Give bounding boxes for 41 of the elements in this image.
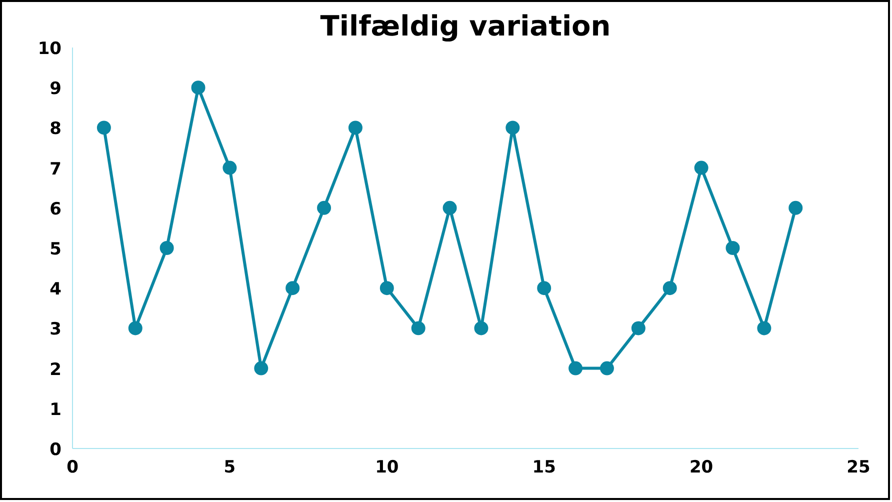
point <box>222 160 237 175</box>
y-tick-label: 4 <box>50 280 62 300</box>
x-tick-label: 15 <box>532 458 556 478</box>
y-tick-label: 9 <box>50 79 62 100</box>
point <box>286 281 300 296</box>
point <box>662 281 677 296</box>
point <box>537 281 552 296</box>
point <box>568 361 583 376</box>
x-tick-label: 25 <box>846 458 870 478</box>
point <box>788 200 803 215</box>
y-tick-label: 8 <box>50 119 62 140</box>
y-tick-label: 10 <box>38 39 62 59</box>
x-tick-label: 10 <box>375 458 399 478</box>
point <box>317 200 332 215</box>
x-tick-label: 20 <box>689 458 714 478</box>
y-tick-label: 0 <box>50 440 62 460</box>
point <box>474 321 488 336</box>
point <box>380 281 394 296</box>
x-tick-label: 5 <box>224 458 236 478</box>
point <box>411 321 426 336</box>
point <box>128 321 142 336</box>
y-tick-label: 5 <box>50 240 62 260</box>
point <box>191 80 206 95</box>
y-tick-label: 2 <box>50 360 62 380</box>
point <box>96 120 111 135</box>
chart-title: Tilfældig variation <box>320 10 611 42</box>
point <box>726 241 740 255</box>
point <box>254 361 268 376</box>
y-tick-label: 1 <box>50 400 62 420</box>
y-tick-label: 6 <box>50 199 62 220</box>
point <box>757 321 772 336</box>
point <box>600 361 614 376</box>
x-tick-label: 0 <box>66 458 79 478</box>
point <box>442 200 457 215</box>
point <box>160 241 174 255</box>
point <box>348 120 362 135</box>
point <box>506 120 520 135</box>
point <box>694 160 708 175</box>
point <box>631 321 646 336</box>
y-tick-label: 3 <box>50 320 62 340</box>
y-tick-label: 7 <box>50 159 62 180</box>
